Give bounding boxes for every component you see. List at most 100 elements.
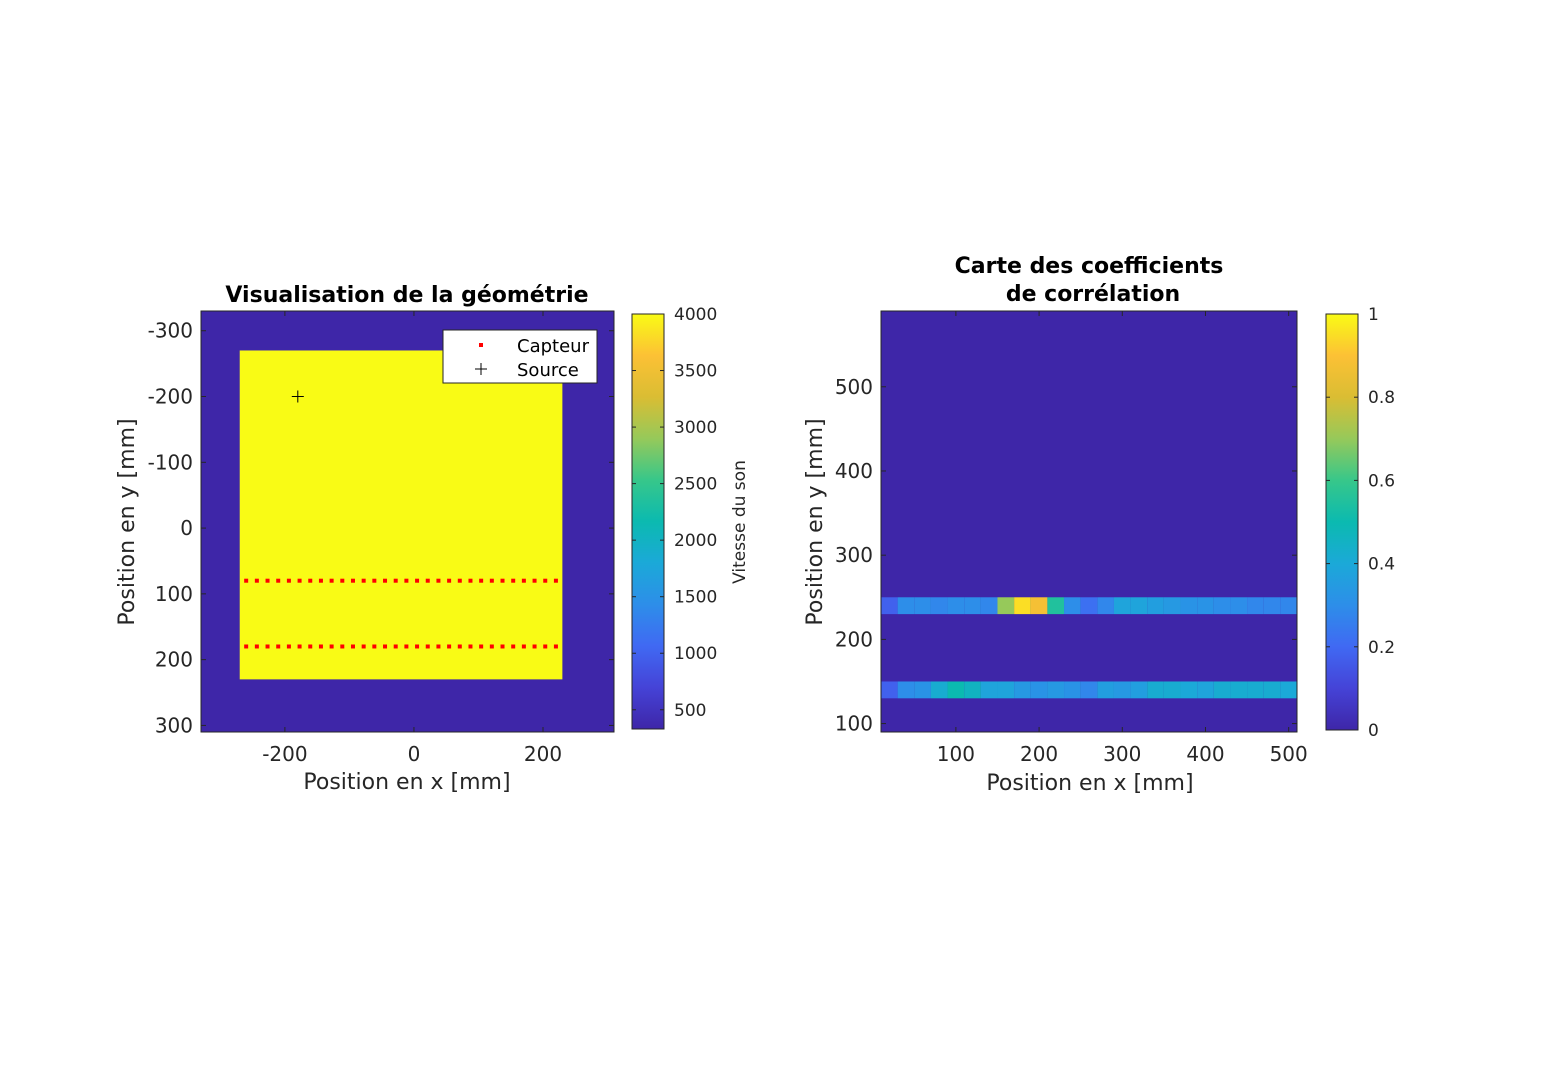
sensor-dot xyxy=(457,644,462,649)
legend-source-marker xyxy=(475,363,487,375)
correlation-cell xyxy=(947,597,965,615)
y-tick-label: 100 xyxy=(155,582,193,606)
source-marker xyxy=(291,390,304,403)
sensor-dot xyxy=(511,578,516,583)
correlation-cell xyxy=(1097,681,1114,699)
x-tick-label: 400 xyxy=(1186,742,1224,766)
sensor-dot xyxy=(383,578,388,583)
colorbar-tick-label: 0.4 xyxy=(1368,555,1395,575)
colorbar-tick-label: 1500 xyxy=(674,588,717,608)
sensor-dot xyxy=(329,644,334,649)
sensor-dot xyxy=(553,644,558,649)
correlation-cell xyxy=(1197,597,1214,615)
correlation-cell xyxy=(1263,597,1281,615)
correlation-title-line-2: de corrélation xyxy=(1006,282,1180,307)
x-tick-label: -200 xyxy=(262,742,307,766)
correlation-cell xyxy=(1230,681,1248,699)
sensor-dot xyxy=(329,578,334,583)
geometry-colorbar-label: Vitesse du son xyxy=(730,460,750,584)
geometry-x-ticks: -200 0 200 xyxy=(262,311,562,766)
sensor-dot xyxy=(286,578,291,583)
colorbar-tick-label: 3000 xyxy=(674,418,717,438)
correlation-cell xyxy=(1130,681,1148,699)
geometry-region xyxy=(239,350,563,680)
legend-box xyxy=(442,329,598,384)
sensor-dot xyxy=(276,578,281,583)
sensor-dot xyxy=(265,578,270,583)
geometry-colorbar-ticks: 500 1000 1500 2000 2500 3000 3500 4000 xyxy=(632,305,717,721)
y-tick-label: -200 xyxy=(148,385,193,409)
sensor-dot xyxy=(372,578,377,583)
correlation-cell xyxy=(1030,681,1048,699)
sensor-dot xyxy=(308,578,313,583)
colorbar-tick-label: 1 xyxy=(1368,305,1379,325)
correlation-cell xyxy=(1064,597,1081,615)
correlation-cell xyxy=(997,597,1015,615)
x-tick-label: 0 xyxy=(408,742,421,766)
geometry-x-label: Position en x [mm] xyxy=(303,770,510,795)
correlation-cell xyxy=(1014,681,1031,699)
correlation-cell xyxy=(1280,597,1297,615)
correlation-cell xyxy=(930,681,948,699)
legend-source-label: Source xyxy=(517,360,579,381)
correlation-cell xyxy=(980,597,998,615)
sensor-dot xyxy=(361,578,366,583)
correlation-cell xyxy=(1064,681,1081,699)
sensor-dot xyxy=(521,578,526,583)
correlation-cell xyxy=(1113,681,1131,699)
correlation-cell xyxy=(881,597,898,615)
sensor-dot xyxy=(447,644,452,649)
sensor-dot xyxy=(340,578,345,583)
y-tick-label: 0 xyxy=(180,516,193,540)
correlation-cell xyxy=(1080,597,1098,615)
y-tick-label: 500 xyxy=(835,375,873,399)
sensor-dot xyxy=(276,644,281,649)
sensor-dot xyxy=(308,644,313,649)
correlation-cell xyxy=(914,681,931,699)
correlation-cell xyxy=(964,597,981,615)
sensor-dot xyxy=(457,578,462,583)
correlation-y-label: Position en y [mm] xyxy=(803,418,828,625)
geometry-chart: -200 0 200 -300 -200 -100 0 100 200 300 Visualis… xyxy=(115,283,750,795)
sensor-dot xyxy=(468,644,473,649)
sensor-dot xyxy=(254,644,259,649)
correlation-colorbar-ticks: 0 0.2 0.4 0.6 0.8 1 xyxy=(1326,305,1395,741)
sensor-dot xyxy=(350,644,355,649)
colorbar-tick-label: 500 xyxy=(674,701,706,721)
sensor-dot xyxy=(553,578,558,583)
sensor-dot xyxy=(340,644,345,649)
correlation-plot-background xyxy=(881,311,1297,732)
correlation-cell xyxy=(1213,597,1231,615)
geometry-y-ticks: -300 -200 -100 0 100 200 300 xyxy=(148,319,614,737)
colorbar-tick-label: 2000 xyxy=(674,531,717,551)
x-tick-label: 200 xyxy=(524,742,562,766)
sensor-dot xyxy=(489,644,494,649)
geometry-colorbar-gradient xyxy=(631,313,665,730)
legend-capteur-marker xyxy=(479,343,483,347)
sensor-dot xyxy=(393,644,398,649)
sensor-dot xyxy=(479,578,484,583)
sensor-dot xyxy=(383,644,388,649)
correlation-cell xyxy=(1147,681,1164,699)
sensor-dot xyxy=(404,644,409,649)
colorbar-tick-label: 3500 xyxy=(674,362,717,382)
legend-capteur-label: Capteur xyxy=(517,336,590,357)
sensor-dot xyxy=(265,644,270,649)
correlation-title-line-1: Carte des coefficients xyxy=(955,254,1224,279)
x-tick-label: 100 xyxy=(937,742,975,766)
correlation-cell xyxy=(1247,597,1264,615)
sensor-dot xyxy=(500,578,505,583)
sensor-dot xyxy=(532,578,537,583)
y-tick-label: 100 xyxy=(835,712,873,736)
sensor-dot xyxy=(286,644,291,649)
correlation-cell xyxy=(980,681,998,699)
sensor-markers xyxy=(244,578,558,649)
correlation-cell xyxy=(997,681,1015,699)
correlation-cell xyxy=(897,597,915,615)
geometry-colorbar: 500 1000 1500 2000 2500 3000 3500 4000 Vitesse … xyxy=(631,305,750,730)
sensor-dot xyxy=(244,644,249,649)
geometry-legend: Capteur Source xyxy=(442,329,598,384)
y-tick-label: -300 xyxy=(148,319,193,343)
x-tick-label: 200 xyxy=(1020,742,1058,766)
sensor-dot xyxy=(244,578,249,583)
